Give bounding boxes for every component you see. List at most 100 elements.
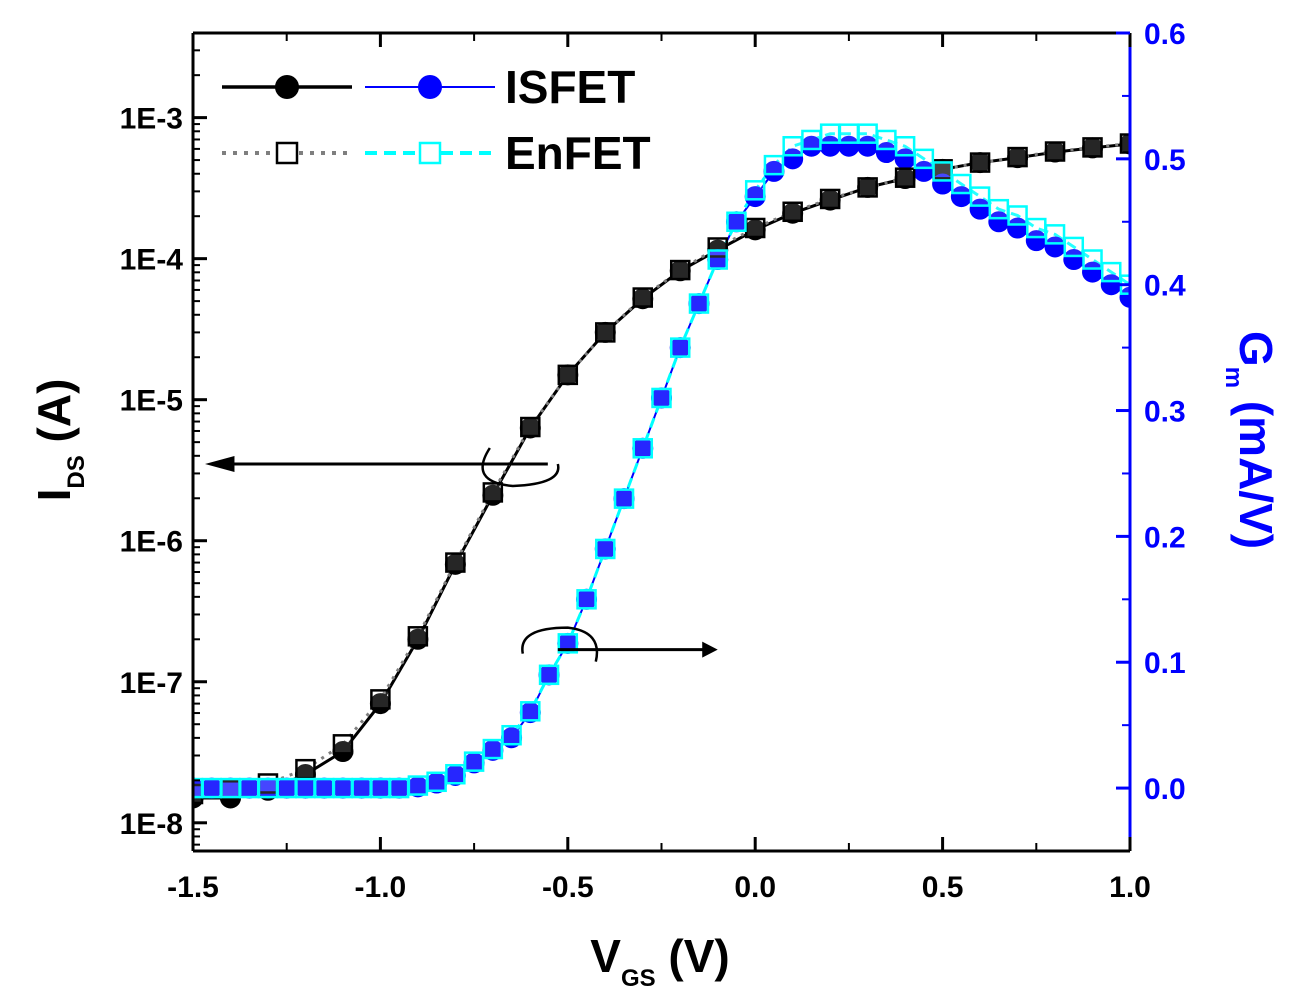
y-right-tick-label: 0.1 xyxy=(1144,647,1186,680)
legend-enfet-ids-marker xyxy=(275,141,299,165)
enfet-ids-point xyxy=(482,482,504,503)
isfet-gm-line xyxy=(193,145,1130,790)
y-left-tick-label: 1E-5 xyxy=(120,385,183,418)
enfet-ids-point xyxy=(295,758,316,780)
legend-label-isfet: ISFET xyxy=(505,61,635,113)
enfet-gm-point xyxy=(557,633,579,654)
enfet-ids-point xyxy=(632,287,654,308)
isfet-ids-line xyxy=(193,142,1130,800)
enfet-ids-point xyxy=(1119,133,1130,154)
enfet-ids-point xyxy=(744,217,766,239)
y-right-tick-label: 0.3 xyxy=(1144,396,1186,429)
enfet-gm-point xyxy=(876,129,897,151)
enfet-gm-point xyxy=(744,180,766,201)
y-right-tick-label: 0.2 xyxy=(1144,521,1186,554)
x-axis-label: VGS (V) xyxy=(590,930,729,992)
enfet-gm-point xyxy=(838,123,860,144)
enfet-gm-point xyxy=(463,751,485,772)
enfet-gm-point xyxy=(388,777,410,799)
enfet-gm-point xyxy=(688,293,710,314)
x-tick-label: -1.5 xyxy=(167,871,219,904)
enfet-gm-point xyxy=(520,701,541,722)
y-axis-right-label: Gm (mA/V) xyxy=(1220,331,1282,549)
y-right-tick-label: 0.4 xyxy=(1144,270,1186,303)
y-left-tick-label: 1E-8 xyxy=(120,808,183,841)
enfet-ids-point xyxy=(1044,141,1066,162)
legend-isfet-gm-marker xyxy=(418,75,442,99)
enfet-gm-point xyxy=(445,763,466,785)
enfet-gm-point xyxy=(295,777,316,799)
enfet-gm-point xyxy=(370,777,391,799)
enfet-gm-point xyxy=(707,249,728,270)
enfet-gm-point xyxy=(1063,236,1085,258)
enfet-ids-point xyxy=(1007,146,1028,168)
enfet-gm-point xyxy=(482,738,504,760)
y-right-tick-label: 0.0 xyxy=(1144,773,1186,806)
enfet-ids-point xyxy=(445,552,466,573)
enfet-gm-point xyxy=(951,173,972,195)
enfet-gm-point xyxy=(669,337,691,358)
enfet-gm-point xyxy=(857,123,878,144)
y-left-tick-label: 1E-7 xyxy=(120,667,183,700)
enfet-ids-point xyxy=(520,416,541,438)
x-tick-label: -1.0 xyxy=(355,871,407,904)
enfet-gm-point xyxy=(313,777,335,799)
y-left-tick-label: 1E-3 xyxy=(120,103,183,136)
arrow-right-loop xyxy=(521,626,599,662)
enfet-gm-point xyxy=(1082,249,1103,270)
enfet-gm-point xyxy=(1007,205,1028,226)
y-left-tick-label: 1E-6 xyxy=(120,526,183,559)
enfet-gm-point xyxy=(276,777,297,799)
enfet-gm-point xyxy=(426,771,447,793)
enfet-gm-point xyxy=(1044,224,1066,245)
enfet-gm-point xyxy=(1101,261,1122,283)
enfet-gm-point xyxy=(1026,217,1047,239)
enfet-gm-point xyxy=(220,777,241,799)
enfet-gm-point xyxy=(351,777,372,799)
enfet-gm-point xyxy=(763,154,785,176)
enfet-gm-point xyxy=(969,186,991,207)
enfet-gm-point xyxy=(332,777,354,799)
enfet-ids-line xyxy=(193,142,1130,796)
enfet-gm-line xyxy=(193,132,1130,790)
arrow-right-head xyxy=(702,641,718,658)
arrow-left-head xyxy=(205,455,235,472)
enfet-gm-point xyxy=(801,129,822,151)
enfet-gm-point xyxy=(894,136,916,157)
enfet-ids-point xyxy=(707,237,728,258)
y-left-tick-label: 1E-4 xyxy=(120,244,184,277)
enfet-ids-point xyxy=(819,188,841,210)
enfet-ids-point xyxy=(332,734,354,755)
enfet-gm-point xyxy=(257,777,279,799)
enfet-ids-point xyxy=(595,322,616,343)
x-tick-label: 0.0 xyxy=(734,871,776,904)
legend-label-enfet: EnFET xyxy=(505,127,651,179)
enfet-gm-point xyxy=(782,136,803,157)
enfet-gm-point xyxy=(538,664,560,686)
legend-isfet-ids-marker xyxy=(275,75,299,99)
enfet-gm-point xyxy=(201,777,222,799)
legend-enfet-gm-marker xyxy=(418,141,442,165)
enfet-ids-point xyxy=(969,152,991,173)
x-tick-label: 1.0 xyxy=(1109,871,1151,904)
enfet-ids-point xyxy=(370,689,391,710)
enfet-gm-point xyxy=(988,198,1010,220)
enfet-gm-point xyxy=(913,148,935,170)
enfet-gm-point xyxy=(595,538,616,560)
y-right-tick-label: 0.6 xyxy=(1144,18,1186,51)
enfet-ids-point xyxy=(782,201,803,223)
x-tick-label: -0.5 xyxy=(542,871,594,904)
enfet-gm-point xyxy=(407,775,429,796)
enfet-ids-point xyxy=(669,259,691,281)
enfet-ids-point xyxy=(557,364,579,386)
enfet-ids-point xyxy=(1082,137,1103,158)
enfet-gm-point xyxy=(819,123,841,144)
y-right-tick-label: 0.5 xyxy=(1144,144,1186,177)
enfet-gm-point xyxy=(613,488,635,509)
y-axis-left-label: IDS (A) xyxy=(28,379,90,502)
enfet-ids-point xyxy=(894,167,916,188)
enfet-ids-point xyxy=(407,626,429,647)
enfet-gm-point xyxy=(238,777,260,799)
